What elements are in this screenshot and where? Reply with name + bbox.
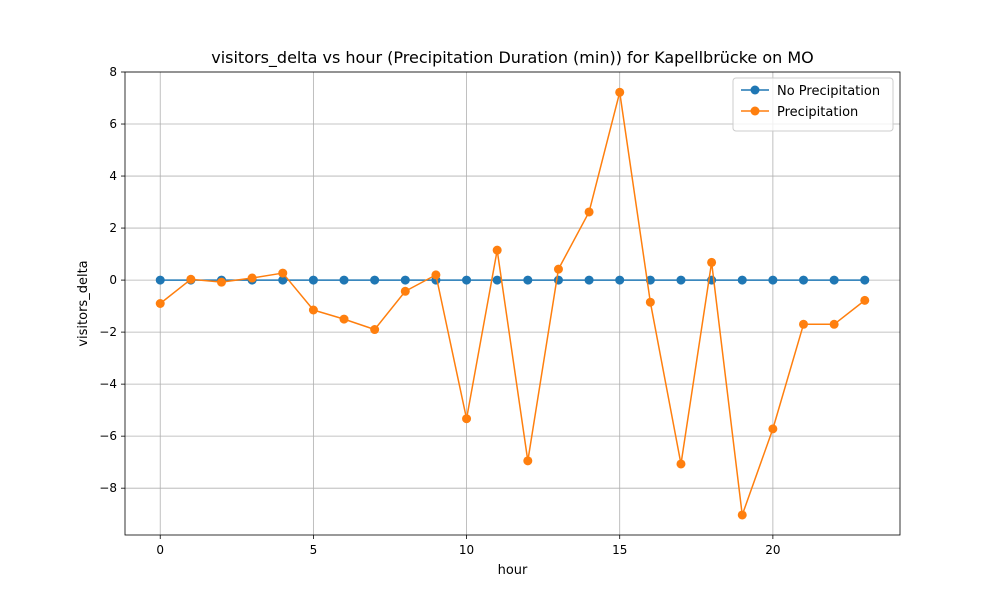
data-point — [584, 207, 594, 217]
data-point — [247, 273, 257, 283]
data-point — [860, 295, 870, 305]
y-tick-label: 2 — [109, 221, 117, 235]
data-point — [339, 314, 349, 324]
y-tick-label: 8 — [109, 65, 117, 79]
data-point — [492, 275, 502, 285]
x-tick-label: 0 — [156, 543, 164, 557]
data-point — [155, 275, 165, 285]
legend-item: Precipitation — [741, 105, 858, 120]
data-point — [308, 305, 318, 315]
data-point — [400, 275, 410, 285]
data-point — [829, 275, 839, 285]
data-point — [339, 275, 349, 285]
data-point — [768, 275, 778, 285]
x-axis-label: hour — [498, 563, 528, 578]
data-point — [676, 459, 686, 469]
y-tick-label: 4 — [109, 169, 117, 183]
data-point — [829, 319, 839, 329]
data-point — [278, 268, 288, 278]
data-point — [370, 325, 380, 335]
chart-title: visitors_delta vs hour (Precipitation Du… — [211, 48, 814, 68]
data-point — [523, 456, 533, 466]
data-point — [370, 275, 380, 285]
y-tick-label: −4 — [99, 377, 117, 391]
x-tick-label: 10 — [459, 543, 474, 557]
legend-marker — [750, 106, 760, 116]
data-point — [584, 275, 594, 285]
series-line — [159, 91, 866, 516]
data-point — [860, 275, 870, 285]
data-point — [308, 275, 318, 285]
data-point — [278, 275, 288, 285]
data-point — [216, 277, 226, 287]
data-point — [553, 275, 563, 285]
data-point — [186, 274, 196, 284]
y-tick-label: 6 — [109, 117, 117, 131]
data-point — [737, 275, 747, 285]
y-tick-label: 0 — [109, 273, 117, 287]
legend-label: Precipitation — [777, 105, 858, 120]
legend-box — [732, 77, 894, 132]
data-point — [523, 275, 533, 285]
legend-item: No Precipitation — [741, 84, 880, 99]
data-point — [615, 275, 625, 285]
series-2 — [155, 87, 870, 520]
y-tick-label: −2 — [99, 325, 117, 339]
data-point — [553, 264, 563, 274]
y-axis-label: visitors_delta — [76, 260, 91, 346]
data-point — [707, 257, 717, 267]
data-point — [737, 510, 747, 520]
series-layer — [155, 87, 870, 520]
x-tick-label: 5 — [310, 543, 318, 557]
data-point — [462, 414, 472, 424]
legend-marker — [750, 85, 760, 95]
data-point — [645, 297, 655, 307]
plot-frame — [124, 71, 901, 536]
legend-label: No Precipitation — [777, 84, 880, 99]
data-point — [492, 245, 502, 255]
data-point — [155, 299, 165, 308]
data-point — [431, 270, 441, 280]
data-point — [768, 424, 778, 434]
legend: No Precipitation Precipitation — [732, 77, 894, 132]
data-point — [799, 275, 809, 285]
axis-ticks: 0 5 10 15 20 −8 −6 −4 −2 0 2 4 6 8 — [99, 65, 780, 557]
x-tick-label: 20 — [765, 543, 780, 557]
x-tick-label: 15 — [612, 543, 627, 557]
y-tick-label: −8 — [99, 481, 117, 495]
data-point — [615, 87, 625, 97]
data-point — [799, 319, 809, 329]
data-point — [400, 286, 410, 296]
data-point — [462, 275, 472, 285]
data-point — [676, 275, 686, 285]
y-tick-label: −6 — [99, 429, 117, 443]
